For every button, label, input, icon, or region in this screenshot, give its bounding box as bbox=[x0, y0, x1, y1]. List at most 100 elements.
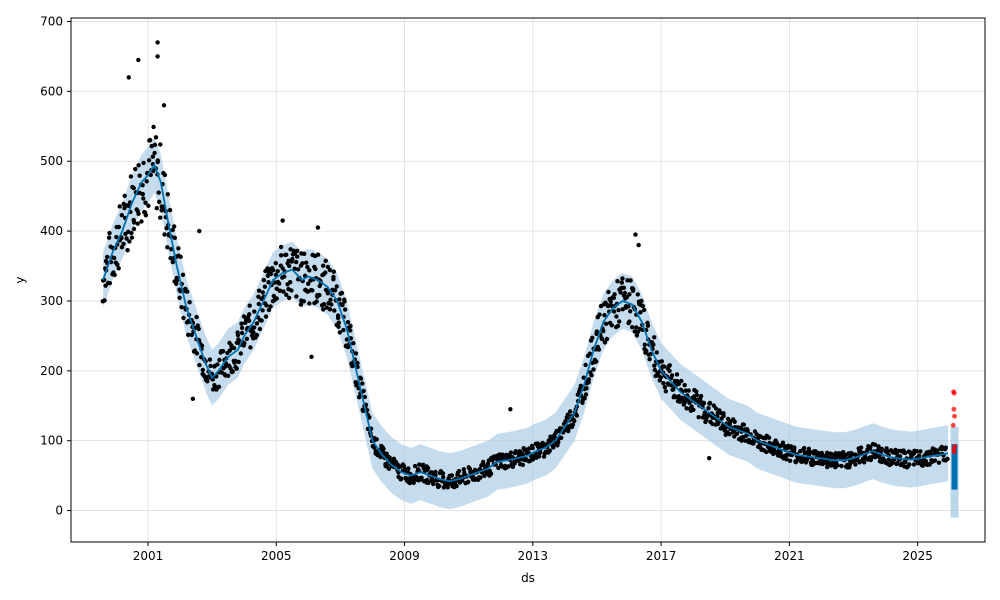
observed-point bbox=[196, 326, 201, 332]
observed-point bbox=[168, 256, 173, 261]
observed-point bbox=[936, 460, 942, 465]
observed-point bbox=[618, 290, 623, 295]
observed-point bbox=[461, 467, 466, 472]
observed-point bbox=[691, 407, 696, 412]
observed-point bbox=[121, 241, 126, 247]
observed-point bbox=[115, 262, 120, 267]
observed-point bbox=[694, 389, 699, 394]
observed-point bbox=[876, 445, 881, 450]
observed-point bbox=[455, 472, 460, 477]
observed-point bbox=[682, 400, 687, 405]
observed-point bbox=[256, 294, 261, 299]
observed-point bbox=[103, 283, 108, 288]
observed-point bbox=[231, 345, 237, 351]
observed-point bbox=[307, 301, 312, 306]
observed-point bbox=[360, 381, 365, 386]
observed-point bbox=[706, 455, 712, 461]
observed-point bbox=[290, 256, 295, 262]
observed-point bbox=[266, 307, 272, 313]
observed-point bbox=[615, 323, 621, 329]
observed-point bbox=[606, 289, 611, 295]
observed-point bbox=[124, 236, 129, 241]
observed-point bbox=[288, 280, 293, 285]
observed-point bbox=[644, 348, 649, 353]
observed-point bbox=[594, 359, 599, 364]
observed-point bbox=[572, 418, 577, 424]
observed-point bbox=[144, 179, 149, 184]
observed-point bbox=[357, 395, 362, 400]
observed-point bbox=[129, 230, 134, 236]
observed-point bbox=[131, 185, 136, 191]
observed-point bbox=[162, 172, 168, 178]
observed-point bbox=[667, 368, 672, 374]
observed-point bbox=[256, 301, 261, 307]
observed-point bbox=[154, 206, 159, 211]
observed-point bbox=[161, 103, 167, 108]
observed-point bbox=[336, 320, 341, 325]
observed-point bbox=[640, 303, 645, 309]
observed-point bbox=[488, 471, 494, 476]
observed-point bbox=[628, 278, 633, 283]
observed-point bbox=[661, 364, 667, 369]
observed-point bbox=[107, 230, 112, 236]
observed-point bbox=[799, 459, 805, 464]
observed-point bbox=[454, 483, 459, 489]
observed-point bbox=[566, 426, 571, 432]
observed-point bbox=[295, 267, 301, 272]
observed-point bbox=[399, 476, 404, 481]
observed-point bbox=[734, 431, 740, 436]
observed-point bbox=[197, 228, 202, 234]
observed-point bbox=[563, 419, 568, 424]
observed-point bbox=[195, 323, 200, 328]
observed-point bbox=[684, 406, 689, 411]
observed-point bbox=[839, 463, 844, 469]
observed-point bbox=[102, 298, 107, 303]
observed-point bbox=[136, 211, 141, 216]
observed-point bbox=[247, 312, 252, 317]
observed-point bbox=[295, 248, 300, 254]
observed-point bbox=[740, 434, 746, 440]
grid-lines bbox=[71, 18, 985, 542]
observed-point bbox=[538, 450, 543, 455]
observed-point bbox=[449, 473, 455, 478]
observed-point bbox=[172, 224, 177, 229]
observed-point bbox=[248, 345, 253, 350]
observed-point bbox=[135, 221, 140, 226]
observed-point bbox=[302, 251, 307, 256]
observed-point bbox=[119, 213, 125, 218]
anomaly-points bbox=[950, 389, 958, 455]
observed-point bbox=[323, 258, 328, 263]
observed-point bbox=[112, 255, 117, 261]
observed-point bbox=[257, 326, 263, 332]
observed-point bbox=[315, 252, 321, 257]
observed-point bbox=[117, 204, 122, 209]
observed-point bbox=[327, 307, 333, 312]
observed-point bbox=[425, 465, 431, 471]
observed-point bbox=[136, 163, 141, 168]
observed-point bbox=[792, 447, 797, 453]
observed-point bbox=[917, 453, 922, 459]
observed-point bbox=[275, 269, 280, 274]
observed-point bbox=[271, 293, 276, 299]
observed-point bbox=[872, 442, 878, 447]
observed-point bbox=[234, 366, 239, 371]
observed-point bbox=[611, 309, 617, 314]
observed-point bbox=[689, 404, 694, 409]
observed-point bbox=[496, 465, 501, 471]
observed-point bbox=[116, 224, 122, 230]
observed-point bbox=[622, 290, 628, 296]
observed-point bbox=[453, 480, 458, 485]
observed-point bbox=[244, 336, 250, 341]
observed-point bbox=[176, 246, 181, 251]
observed-point bbox=[602, 340, 608, 345]
anomaly-point bbox=[951, 406, 957, 412]
uncertainty-band-area bbox=[103, 136, 949, 510]
observed-point bbox=[141, 160, 146, 166]
observed-point bbox=[239, 321, 244, 326]
observed-point bbox=[217, 357, 222, 363]
observed-point bbox=[677, 399, 683, 404]
observed-point bbox=[119, 245, 125, 250]
observed-point bbox=[106, 235, 112, 240]
observed-point bbox=[242, 341, 247, 346]
observed-point bbox=[208, 363, 213, 369]
